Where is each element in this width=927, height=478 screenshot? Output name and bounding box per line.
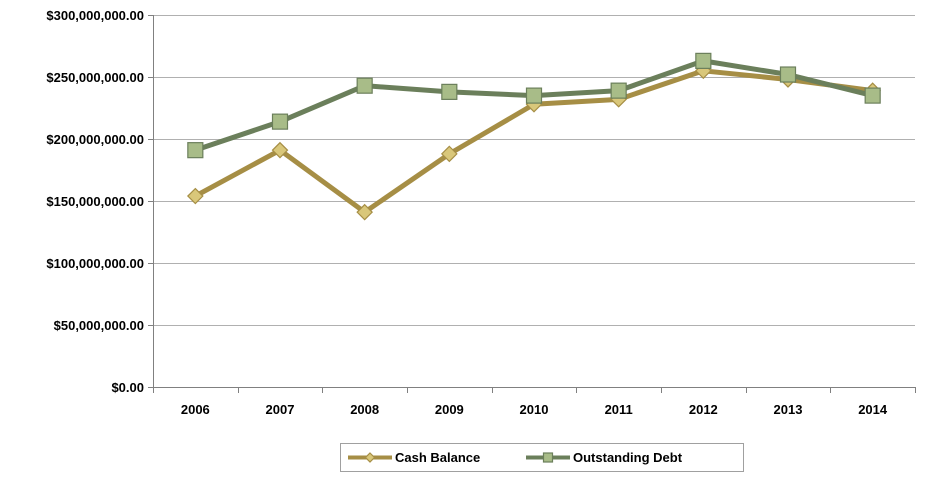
y-tick-label: $250,000,000.00 [46, 70, 144, 85]
y-tick-label: $50,000,000.00 [54, 318, 144, 333]
data-point-square [525, 87, 543, 104]
data-point-square [187, 142, 204, 159]
x-tick-label: 2010 [520, 402, 549, 417]
legend-diamond-marker [364, 452, 376, 463]
x-tick-label: 2008 [350, 402, 379, 417]
y-tick-label: $0.00 [111, 380, 144, 395]
y-tick-label: $150,000,000.00 [46, 194, 144, 209]
legend-label: Cash Balance [395, 450, 480, 465]
axes [153, 15, 915, 388]
data-point-square [695, 52, 712, 69]
x-tick-label: 2009 [435, 402, 464, 417]
series-group [186, 52, 882, 221]
legend-label: Outstanding Debt [573, 450, 683, 465]
x-tick-label: 2011 [605, 402, 633, 417]
x-tick-label: 2006 [181, 402, 210, 417]
data-point-square [779, 66, 797, 83]
data-point-diamond [440, 145, 458, 163]
x-tick-label: 2014 [858, 402, 888, 417]
x-tick-label: 2013 [774, 402, 803, 417]
y-tick-label: $200,000,000.00 [46, 132, 144, 147]
x-tick-label: 2012 [689, 402, 718, 417]
data-point-diamond [271, 141, 289, 159]
legend-square-marker [542, 452, 554, 463]
data-point-diamond [356, 203, 374, 221]
y-tick-label: $300,000,000.00 [46, 8, 144, 23]
grid-lines [153, 15, 915, 326]
series-outstanding-debt [187, 52, 881, 159]
data-point-diamond [186, 187, 204, 205]
data-point-square [271, 113, 289, 130]
legend: Cash Balance Outstanding Debt [340, 443, 744, 472]
x-tick-label: 2007 [266, 402, 295, 417]
data-point-square [356, 77, 373, 94]
data-point-square [610, 82, 627, 99]
y-tick-label: $100,000,000.00 [46, 256, 144, 271]
y-axis-ticks: $0.00 $50,000,000.00 $100,000,000.00 $150,0… [46, 8, 153, 395]
legend-entry: Outstanding Debt [526, 450, 683, 465]
data-point-square [864, 87, 881, 104]
series-cash-balance [186, 62, 882, 221]
legend-entry: Cash Balance [348, 450, 480, 465]
data-point-square [441, 83, 458, 100]
x-axis-ticks: 2006 2007 2008 2009 2010 2011 2012 2013 2014 [153, 387, 916, 417]
